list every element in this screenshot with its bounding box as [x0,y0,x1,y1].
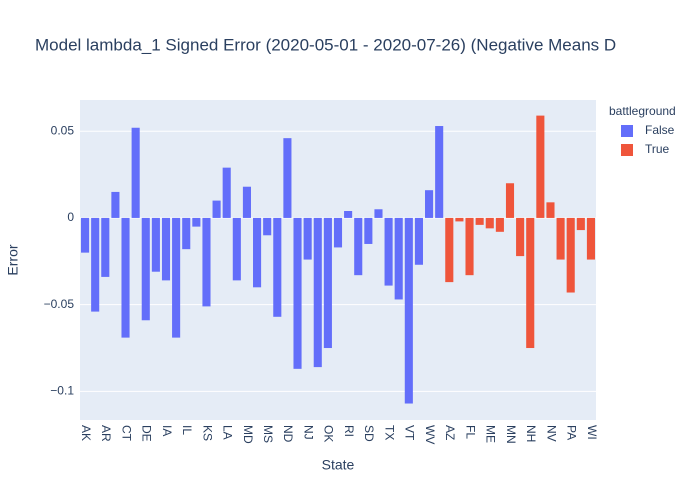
bar [516,217,525,257]
x-tick-label: MS [261,425,275,443]
bar [202,217,211,307]
legend-title: battleground [609,104,676,118]
y-tick-label: −0.1 [50,384,74,398]
bar [586,217,595,260]
bar [404,217,413,404]
bar [414,217,423,265]
bar [101,217,110,277]
x-tick-label: NH [524,425,538,442]
bar [151,217,160,272]
bar [556,217,565,260]
x-tick-label: OK [322,425,336,442]
bar [536,115,545,218]
bar [566,217,575,293]
x-tick-label: LA [221,425,235,440]
x-tick-label: NV [544,425,558,442]
bar [172,217,181,338]
x-tick-label: WV [423,425,437,444]
x-tick-label: IL [180,425,194,435]
bar [455,217,464,222]
bar [495,217,504,232]
bar [505,183,515,218]
bar [182,217,191,250]
x-tick-label: MD [241,425,255,444]
bar [222,167,231,218]
bar [344,211,353,218]
bar [425,190,434,218]
x-tick-label: AK [79,425,93,441]
bar [394,217,403,300]
bar [121,217,130,338]
bar [192,217,201,227]
x-tick-label: ME [484,425,498,443]
bar [253,217,262,288]
bar [445,217,454,283]
chart-title: Model lambda_1 Signed Error (2020-05-01 … [35,35,616,54]
bar [263,217,272,236]
bar [131,127,140,218]
bar [242,186,251,218]
x-tick-label: WI [585,425,599,440]
bar [212,200,221,218]
x-tick-label: AZ [443,425,457,440]
x-tick-label: CT [119,425,133,442]
bar [354,217,363,276]
bar [435,126,444,218]
legend-label: True [645,142,670,156]
bar [141,217,150,321]
y-tick-label: 0.05 [51,123,75,137]
x-tick-label: VT [403,425,417,441]
bar [333,217,343,248]
bar [111,191,120,218]
x-tick-label: AR [99,425,113,442]
x-tick-label: RI [342,425,356,437]
bar [293,217,302,369]
bar [475,217,484,225]
bar [273,217,282,317]
bar [323,217,332,349]
legend-swatch [621,144,633,156]
bar [546,202,555,218]
bar [526,217,535,349]
bar [313,217,322,368]
bar [485,217,494,229]
bar [576,217,585,231]
x-tick-label: MN [504,425,518,444]
x-tick-label: KS [200,425,214,441]
bar [81,217,90,253]
y-tick-label: 0 [67,210,74,224]
x-axis-title: State [322,457,355,473]
bar [232,217,241,281]
x-tick-label: SD [362,425,376,442]
x-tick-label: PA [565,425,579,440]
y-axis-title: Error [5,244,21,275]
x-tick-label: DE [140,425,154,442]
x-tick-label: IA [160,425,174,436]
bar [384,217,393,286]
bar [91,217,100,312]
bar [374,209,383,218]
legend-swatch [621,125,633,137]
x-tick-label: ND [281,425,295,443]
bar [465,217,474,276]
bar [161,217,171,281]
x-tick-label: TX [382,425,396,440]
bar [283,138,292,218]
bar [303,217,312,260]
x-tick-label: NJ [301,425,315,440]
legend-label: False [645,123,675,137]
bar [364,217,373,244]
x-tick-label: FL [463,425,477,439]
y-tick-label: −0.05 [44,297,75,311]
